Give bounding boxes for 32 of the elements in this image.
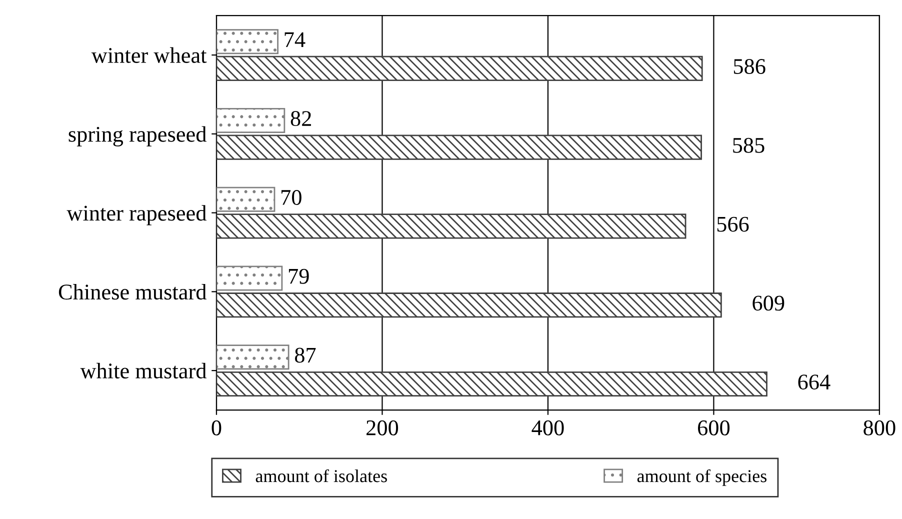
bar — [216, 186, 276, 212]
bar — [216, 134, 702, 160]
data-label: 82 — [290, 111, 311, 126]
bar — [216, 371, 768, 397]
bar — [216, 344, 290, 370]
x-tick-label: 400 — [532, 420, 564, 436]
data-label: 79 — [288, 268, 309, 284]
x-tick-label: 200 — [366, 420, 398, 436]
bar — [216, 29, 278, 54]
bar — [216, 214, 686, 239]
x-tick-label: 800 — [864, 420, 896, 436]
x-tick-label: 600 — [698, 420, 730, 436]
data-label: 566 — [717, 216, 749, 232]
data-label: 664 — [798, 374, 830, 390]
data-label: 586 — [734, 58, 766, 74]
data-label: 74 — [284, 32, 306, 47]
bar — [216, 266, 283, 291]
data-label: 70 — [282, 190, 302, 205]
bar — [216, 292, 722, 318]
legend-label: amount of isolates — [256, 469, 387, 482]
data-label: 87 — [294, 348, 316, 363]
legend-label: amount of species — [637, 469, 766, 486]
bar — [216, 56, 703, 81]
y-tick-label: white mustard — [80, 362, 206, 378]
y-tick-label: winter rapeseed — [66, 205, 206, 226]
y-tick-label: spring rapeseed — [68, 126, 206, 146]
y-tick-label: winter wheat — [91, 47, 207, 63]
data-label: 609 — [752, 296, 784, 311]
data-label: 585 — [733, 138, 764, 153]
bar — [216, 108, 286, 134]
y-tick-label: Chinese mustard — [58, 284, 206, 300]
x-tick-label: 0 — [212, 420, 222, 436]
